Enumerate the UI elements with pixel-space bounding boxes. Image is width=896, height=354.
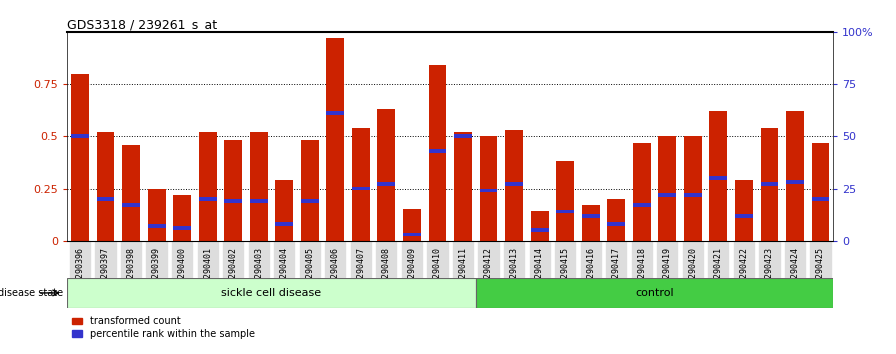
Bar <box>148 224 166 228</box>
Bar <box>505 130 523 241</box>
Bar <box>199 197 217 201</box>
Bar <box>556 210 574 213</box>
Bar <box>505 182 523 186</box>
Bar <box>71 74 89 241</box>
Bar <box>377 109 395 241</box>
Bar <box>684 136 702 241</box>
Bar <box>812 143 830 241</box>
Bar <box>326 112 344 115</box>
Bar <box>326 38 344 241</box>
Bar <box>199 132 217 241</box>
Bar <box>377 182 395 186</box>
Bar <box>122 203 140 207</box>
Bar <box>633 143 650 241</box>
Bar <box>428 65 446 241</box>
Bar <box>607 222 625 226</box>
Bar <box>275 180 293 241</box>
Bar <box>97 132 115 241</box>
Bar <box>659 193 676 197</box>
Bar <box>301 199 319 203</box>
Bar <box>479 189 497 193</box>
Bar <box>67 278 476 308</box>
Bar <box>173 195 191 241</box>
Bar <box>275 222 293 226</box>
Bar <box>97 197 115 201</box>
Bar <box>428 149 446 153</box>
Bar <box>479 136 497 241</box>
Bar <box>633 203 650 207</box>
Text: control: control <box>635 288 674 298</box>
Bar <box>352 187 370 190</box>
Bar <box>582 205 599 241</box>
Legend: transformed count, percentile rank within the sample: transformed count, percentile rank withi… <box>72 316 254 339</box>
Bar <box>761 182 779 186</box>
Bar <box>454 132 472 241</box>
Text: disease state: disease state <box>0 288 63 298</box>
Bar <box>530 228 548 232</box>
Bar <box>403 209 421 241</box>
Bar <box>684 193 702 197</box>
Bar <box>476 278 833 308</box>
Bar <box>710 176 728 180</box>
Bar <box>556 161 574 241</box>
Bar <box>250 199 268 203</box>
Bar <box>71 135 89 138</box>
Text: sickle cell disease: sickle cell disease <box>221 288 322 298</box>
Bar <box>607 199 625 241</box>
Bar <box>582 214 599 218</box>
Bar <box>530 211 548 241</box>
Bar <box>812 197 830 201</box>
Bar <box>786 180 804 184</box>
Bar <box>224 199 242 203</box>
Text: GDS3318 / 239261_s_at: GDS3318 / 239261_s_at <box>67 18 218 31</box>
Bar <box>301 141 319 241</box>
Bar <box>786 111 804 241</box>
Bar <box>403 233 421 236</box>
Bar <box>710 111 728 241</box>
Bar <box>148 188 166 241</box>
Bar <box>659 136 676 241</box>
Bar <box>735 214 753 218</box>
Bar <box>173 226 191 230</box>
Bar <box>122 145 140 241</box>
Bar <box>224 141 242 241</box>
Bar <box>735 180 753 241</box>
Bar <box>250 132 268 241</box>
Bar <box>352 128 370 241</box>
Bar <box>454 135 472 138</box>
Bar <box>761 128 779 241</box>
